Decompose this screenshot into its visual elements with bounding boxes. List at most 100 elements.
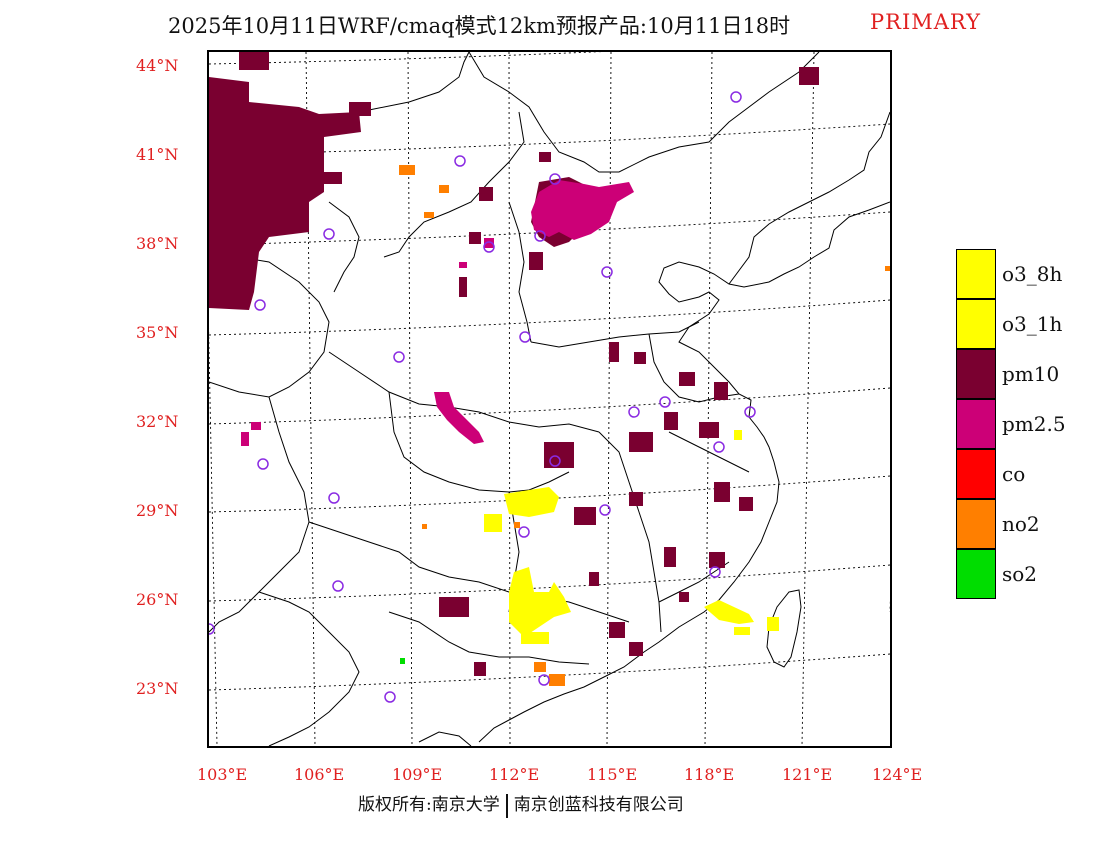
no2-cells (399, 165, 890, 686)
legend-swatch-pm25 (956, 399, 996, 449)
copyright-left: 版权所有:南京大学 (358, 795, 500, 815)
no2-cell (399, 165, 415, 175)
pm10-cell (629, 492, 643, 506)
no2-cell (514, 522, 520, 528)
pm25-region-shaanxi (434, 392, 484, 444)
pm10-cell (474, 662, 486, 676)
station-marker (549, 455, 561, 467)
hainan (418, 731, 472, 746)
station-marker (730, 91, 742, 103)
so2-cells (400, 658, 405, 664)
pm10-cell (629, 642, 643, 656)
province-east (598, 431, 662, 633)
lat-label-26: 26°N (136, 590, 179, 609)
station-marker (518, 526, 530, 538)
footer-separator (505, 793, 508, 818)
pm10-cell (529, 252, 543, 270)
o3-cell (734, 627, 750, 635)
pm25-cells (241, 180, 634, 446)
parallel-26 (209, 564, 890, 602)
copyright-footer: 版权所有:南京大学 南京创蓝科技有限公司 (358, 790, 684, 818)
pm10-cell (469, 232, 481, 244)
pm10-region-northwest (209, 77, 361, 310)
no2-cell (534, 662, 546, 672)
map-canvas (209, 52, 890, 746)
province-hubei (388, 391, 570, 493)
pm10-cell (714, 482, 730, 502)
province-yunnan (258, 591, 360, 746)
station-marker (454, 155, 466, 167)
station-marker (713, 441, 725, 453)
pm25-cell (241, 432, 249, 446)
station-marker (257, 458, 269, 470)
legend-label-pm25: pm2.5 (1002, 412, 1066, 436)
legend-label-o3-1h: o3_1h (1002, 312, 1063, 336)
station-marker (519, 331, 531, 343)
pm10-cell (739, 497, 753, 511)
pm10-cell (679, 592, 689, 602)
pm10-cell (664, 412, 678, 430)
lon-label-121: 121°E (782, 765, 833, 784)
station-marker (628, 406, 640, 418)
o3-cell (734, 430, 742, 440)
no2-cell (424, 212, 434, 218)
pm10-cell (634, 352, 646, 364)
legend-swatch-o3-1h (956, 299, 996, 349)
station-marker (538, 674, 550, 686)
lon-label-124: 124°E (872, 765, 923, 784)
boundaries (209, 52, 890, 746)
province-central (328, 351, 600, 433)
lat-label-44: 44°N (136, 56, 179, 75)
pm10-cell (539, 152, 551, 162)
legend-swatch-so2 (956, 549, 996, 599)
meridian-109 (407, 52, 413, 746)
lon-label-118: 118°E (684, 765, 735, 784)
lat-label-23: 23°N (136, 679, 179, 698)
legend-label-co: co (1002, 462, 1026, 486)
station-markers (209, 91, 756, 703)
bohai-coast (728, 111, 890, 285)
pm25-cell (484, 238, 494, 248)
legend-swatch-o3-8h (956, 249, 996, 299)
pm10-cell (714, 382, 728, 400)
lat-label-32: 32°N (136, 412, 179, 431)
legend-label-o3-8h: o3_8h (1002, 262, 1063, 286)
station-marker (709, 566, 721, 578)
coastline (478, 201, 890, 743)
pm10-cell (349, 102, 371, 116)
pm10-cell (574, 507, 596, 525)
pm10-cell (799, 67, 819, 85)
pm10-cell (589, 572, 599, 586)
o3-cells (484, 430, 779, 644)
o3-region-hubei (504, 487, 559, 517)
parallel-44 (209, 52, 603, 65)
station-marker (744, 406, 756, 418)
legend-swatch-no2 (956, 499, 996, 549)
pm10-cell (479, 187, 493, 201)
no2-cell (422, 524, 427, 529)
station-marker (483, 241, 495, 253)
province-west (209, 256, 330, 398)
meridian-115 (606, 52, 612, 746)
legend-label-so2: so2 (1002, 562, 1038, 586)
pm25-cell (251, 422, 261, 430)
station-marker (393, 351, 405, 363)
so2-cell (400, 658, 405, 664)
province-shanxi (508, 201, 532, 343)
province-henan (530, 321, 700, 348)
station-marker (328, 492, 340, 504)
lon-label-109: 109°E (392, 765, 443, 784)
province-guangdong (388, 611, 590, 665)
inner-mongolia-border (468, 52, 820, 173)
station-marker (209, 623, 215, 635)
pm10-cell (679, 372, 695, 386)
o3-cell (521, 632, 549, 644)
lat-label-41: 41°N (136, 145, 179, 164)
pm10-cell (664, 547, 676, 567)
lon-label-115: 115°E (587, 765, 638, 784)
lat-label-38: 38°N (136, 234, 179, 253)
map-frame[interactable] (207, 50, 892, 748)
station-marker (323, 228, 335, 240)
station-marker (332, 580, 344, 592)
province-zhejiang (668, 431, 750, 473)
